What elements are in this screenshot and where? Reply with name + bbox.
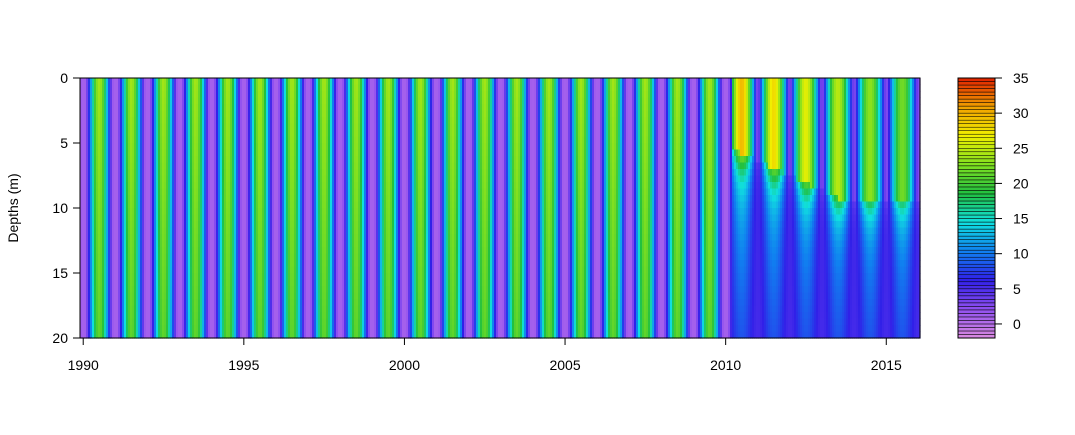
plot-area bbox=[80, 78, 921, 339]
